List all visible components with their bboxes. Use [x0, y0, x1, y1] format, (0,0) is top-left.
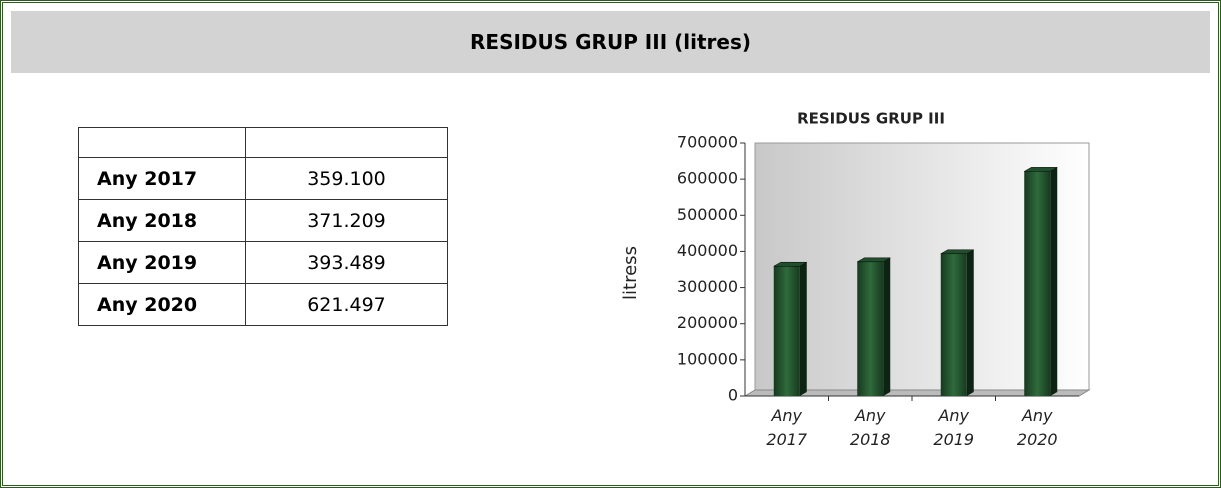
y-tick-label: 0	[728, 386, 738, 405]
cell: Any 2017	[78, 157, 246, 200]
chart: RESIDUS GRUP III litress 0 100000 200000 30…	[620, 110, 1091, 405]
bar-side	[883, 257, 891, 396]
x-tick-label: Any 2019	[933, 406, 975, 449]
bar	[940, 253, 967, 396]
bar-top	[1023, 167, 1059, 172]
cell: 621.497	[245, 283, 448, 326]
y-tick-label: 500000	[677, 205, 738, 224]
y-axis-label: litress	[620, 246, 641, 300]
y-tick-label: 100000	[677, 349, 738, 368]
bar-top	[856, 257, 892, 263]
cell	[78, 127, 246, 158]
y-tick-label: 300000	[677, 277, 738, 296]
x-tick-label: Any 2017	[766, 406, 808, 449]
x-tick-label: Any 2018	[849, 406, 891, 449]
cell: Any 2019	[78, 241, 246, 284]
y-tick-label: 600000	[677, 169, 738, 188]
table-row: Any 2020 621.497	[78, 283, 448, 326]
bar-side	[1050, 167, 1058, 396]
y-tick-label: 700000	[677, 133, 738, 152]
cell: Any 2020	[78, 283, 246, 326]
bar	[1024, 171, 1051, 396]
cell: 359.100	[245, 157, 448, 200]
bar-top	[772, 261, 808, 267]
x-tick-label: Any 2020	[1016, 406, 1058, 449]
cell: Any 2018	[78, 199, 246, 242]
y-tick-label: 200000	[677, 313, 738, 332]
bar	[773, 266, 800, 396]
cell: 393.489	[245, 241, 448, 284]
header-title: RESIDUS GRUP III (litres)	[11, 11, 1210, 73]
table-row: Any 2017 359.100	[78, 157, 448, 200]
bar-side	[799, 262, 807, 396]
bar-top	[939, 249, 975, 255]
bar-side	[966, 249, 974, 396]
data-table: Any 2017 359.100 Any 2018 371.209 Any 2019…	[78, 127, 448, 326]
table-row: Any 2019 393.489	[78, 241, 448, 284]
table-row: Any 2018 371.209	[78, 199, 448, 242]
bar	[857, 261, 884, 396]
y-tick-label: 400000	[677, 241, 738, 260]
chart-title: RESIDUS GRUP III	[797, 110, 945, 128]
